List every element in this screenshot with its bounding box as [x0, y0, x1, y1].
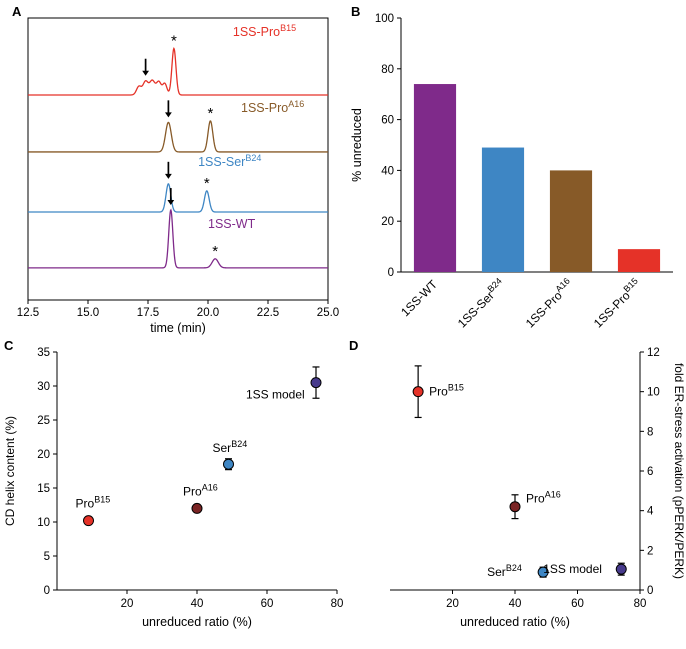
trace-label: 1SS-ProB15	[233, 23, 296, 39]
panel-a-chromatogram: 12.5 15.0 17.5 20.0 22.5 25.0 time (min) * 1SS-P…	[17, 17, 339, 335]
peak-arrow-head-icon	[165, 112, 172, 118]
point-label: SerB24	[487, 563, 522, 579]
x-tick-label: 80	[331, 598, 344, 610]
data-point-1SS model	[310, 377, 322, 389]
point-label: ProA16	[183, 482, 218, 498]
peak-arrow-head-icon	[167, 200, 175, 206]
y-tick-label: 30	[37, 381, 50, 393]
x-tick-label: 40	[191, 598, 204, 610]
trace-label: 1SS-SerB24	[198, 153, 261, 169]
point-label: SerB24	[213, 439, 248, 455]
data-point-ProA16	[191, 502, 203, 514]
x-tick-label: 20.0	[197, 307, 219, 319]
y-tick-label: 20	[37, 449, 50, 461]
point-label: 1SS model	[246, 388, 305, 402]
y-tick-label: 100	[375, 13, 394, 25]
trace-label: 1SS-ProA16	[241, 99, 304, 115]
y-tick-label: 25	[37, 415, 50, 427]
x-tick-label: 17.5	[137, 307, 159, 319]
y-tick-label: 0	[388, 267, 394, 279]
point-label: ProB15	[429, 383, 464, 399]
point-label: ProA16	[526, 490, 561, 506]
y-axis-label: fold ER-stress activation (pPERK/PERK)	[672, 363, 686, 579]
panel-b-letter: B	[351, 4, 361, 19]
point-label: 1SS model	[543, 562, 602, 576]
trace-1SS-ProA16	[28, 120, 328, 153]
x-tick-label: 20	[121, 598, 134, 610]
y-tick-label: 40	[381, 165, 394, 177]
x-axis-label: time (min)	[150, 321, 206, 335]
x-tick-label: 12.5	[17, 307, 39, 319]
x-tick-label: 60	[261, 598, 274, 610]
bar-1SS-WT	[413, 84, 457, 272]
x-tick-label: 15.0	[77, 307, 99, 319]
trace-1SS-SerB24	[28, 183, 328, 213]
data-point-SerB24	[537, 566, 549, 578]
data-point-1SS model	[615, 563, 627, 575]
panel-d-scatter-plot: 20 40 60 800 2 4 6 8 10 12 unreduced ratio (%) fold…	[390, 347, 686, 629]
data-point-ProB15	[412, 386, 424, 398]
y-tick-label: 5	[44, 551, 50, 563]
peak-star-icon: *	[204, 175, 210, 192]
panel-a-letter: A	[12, 4, 22, 19]
y-tick-label: 60	[381, 115, 394, 127]
bar-1SS-ProA16	[549, 170, 593, 272]
x-tick-label: 20	[446, 598, 459, 610]
panel-d-letter: D	[349, 338, 359, 353]
x-axis-label: unreduced ratio (%)	[460, 615, 570, 629]
x-tick-label: 80	[634, 598, 647, 610]
y-tick-label: 0	[647, 585, 653, 597]
x-tick-label: 60	[571, 598, 584, 610]
peak-arrow-head-icon	[165, 173, 172, 179]
y-tick-label: 80	[381, 64, 394, 76]
data-point-ProB15	[83, 515, 94, 527]
x-category-label: 1SS-WT	[398, 277, 440, 319]
y-tick-label: 10	[647, 387, 660, 399]
y-axis-label: CD helix content (%)	[3, 416, 17, 526]
y-tick-label: 6	[647, 466, 653, 478]
bar-1SS-ProB15	[617, 249, 661, 272]
y-tick-label: 2	[647, 545, 653, 557]
panel-c-scatter-plot: 20 40 60 80 0 5 10 15 20 25 30 35 unreduced ratio (%…	[3, 347, 344, 629]
point-label: ProB15	[76, 495, 111, 511]
x-tick-label: 25.0	[317, 307, 339, 319]
peak-star-icon: *	[212, 243, 218, 260]
panel-c-letter: C	[4, 338, 14, 353]
x-category-label: 1SS-SerB24	[453, 276, 508, 331]
y-tick-label: 15	[37, 483, 50, 495]
data-point-ProA16	[509, 501, 521, 513]
peak-star-icon: *	[171, 32, 177, 49]
x-category-label: 1SS-ProA16	[521, 276, 576, 331]
y-tick-label: 10	[37, 517, 50, 529]
x-tick-label: 22.5	[257, 307, 279, 319]
trace-label: 1SS-WT	[208, 217, 256, 231]
bar-1SS-SerB24	[481, 147, 525, 272]
data-point-SerB24	[223, 458, 234, 470]
x-tick-label: 40	[509, 598, 522, 610]
trace-1SS-ProB15	[28, 47, 328, 96]
peak-star-icon: *	[207, 105, 213, 122]
x-category-label: 1SS-ProB15	[589, 276, 644, 331]
trace-1SS-WT	[28, 208, 328, 269]
y-tick-label: 4	[647, 506, 654, 518]
y-tick-label: 0	[44, 585, 50, 597]
y-tick-label: 12	[647, 347, 660, 359]
y-tick-label: 8	[647, 426, 653, 438]
x-axis-label: unreduced ratio (%)	[142, 615, 252, 629]
y-tick-label: 35	[37, 347, 50, 359]
peak-arrow-head-icon	[142, 70, 149, 76]
y-tick-label: 20	[381, 216, 394, 228]
plot-frame	[27, 17, 329, 301]
y-axis-label: % unreduced	[350, 108, 364, 182]
